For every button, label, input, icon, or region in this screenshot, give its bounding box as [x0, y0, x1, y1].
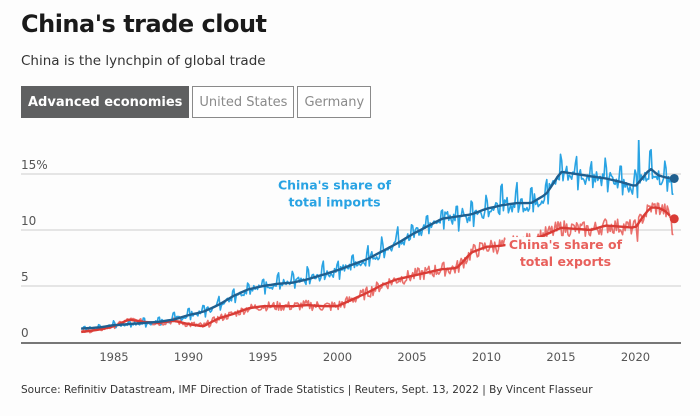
- x-tick-label: 2000: [323, 350, 352, 364]
- imports-end-dot: [669, 173, 679, 183]
- exports-annotation-label: China's share of: [509, 237, 623, 252]
- x-tick-label: 1995: [248, 350, 277, 364]
- exports-annotation-label: total exports: [520, 254, 611, 269]
- tab-germany[interactable]: Germany: [297, 86, 372, 118]
- x-tick-label: 1985: [99, 350, 128, 364]
- y-tick-label: 15%: [21, 158, 48, 172]
- imports-annotation-label: total imports: [288, 195, 380, 210]
- tab-united-states[interactable]: United States: [192, 86, 295, 118]
- x-tick-label: 2005: [397, 350, 426, 364]
- x-tick-label: 2010: [472, 350, 501, 364]
- y-tick-label: 0: [21, 326, 29, 340]
- line-chart: 0 5 10 15% 1985 1990 1995 2000 2005 2010 2015 2020 C…: [21, 140, 681, 364]
- source-note: Source: Refinitiv Datastream, IMF Direct…: [21, 384, 593, 396]
- exports-end-dot: [669, 214, 679, 224]
- y-tick-label: 5: [21, 270, 29, 284]
- x-tick-label: 2015: [546, 350, 575, 364]
- x-tick-label: 2020: [621, 350, 650, 364]
- y-tick-label: 10: [21, 214, 36, 228]
- annotation-background: [505, 237, 626, 254]
- exports-trend-line: [81, 206, 671, 334]
- chart-subtitle: China is the lynchpin of global trade: [21, 53, 266, 69]
- chart-title: China's trade clout: [21, 10, 267, 38]
- imports-annotation-label: China's share of: [278, 178, 392, 193]
- region-tabs: Advanced economies United States Germany: [21, 86, 372, 118]
- x-tick-label: 1990: [174, 350, 203, 364]
- annotation-background: [505, 254, 626, 271]
- imports-trend-line: [81, 167, 670, 330]
- tab-advanced-economies[interactable]: Advanced economies: [21, 86, 190, 118]
